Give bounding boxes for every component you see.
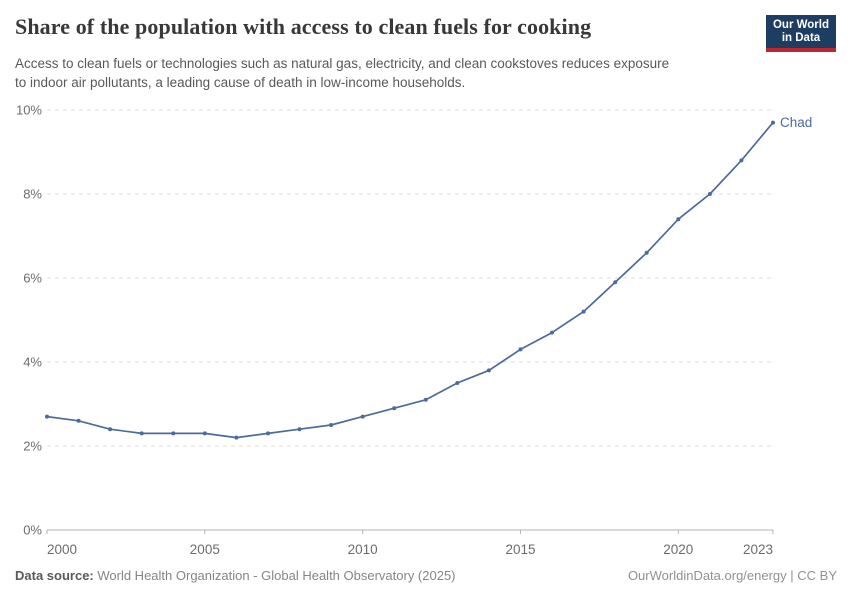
data-point bbox=[644, 250, 649, 255]
subtitle-line: to indoor air pollutants, a leading caus… bbox=[15, 75, 466, 90]
page-title: Share of the population with access to c… bbox=[15, 14, 592, 39]
data-line bbox=[46, 121, 774, 439]
data-point bbox=[423, 397, 428, 402]
data-point bbox=[739, 158, 744, 163]
data-source-note: Data source: World Health Organization -… bbox=[15, 568, 456, 583]
data-point bbox=[455, 381, 460, 385]
data-point bbox=[45, 414, 49, 419]
y-tick-label: 2% bbox=[23, 439, 42, 454]
data-point bbox=[392, 406, 397, 411]
credit-note: OurWorldinData.org/energy | CC BY bbox=[627, 568, 837, 583]
data-point bbox=[771, 120, 775, 125]
x-tick-label: 2015 bbox=[505, 542, 535, 557]
chart-subtitle: Access to clean fuels or technologies su… bbox=[15, 54, 755, 92]
data-point bbox=[486, 368, 491, 373]
data-point bbox=[266, 431, 270, 436]
y-tick-label: 10% bbox=[16, 103, 42, 118]
y-tick-label: 8% bbox=[23, 187, 42, 202]
x-tick-label: 2020 bbox=[663, 542, 693, 557]
data-point bbox=[329, 423, 334, 427]
data-point bbox=[707, 192, 712, 196]
x-tick-label: 2000 bbox=[47, 542, 77, 557]
logo-text-line2: in Data bbox=[781, 32, 821, 44]
x-tick-label: 2005 bbox=[190, 542, 220, 557]
subtitle-line: Access to clean fuels or technologies su… bbox=[15, 56, 670, 71]
data-source-label: Data source: bbox=[15, 568, 94, 583]
data-point bbox=[202, 431, 207, 436]
data-point bbox=[360, 414, 365, 419]
y-tick-label: 0% bbox=[23, 523, 42, 538]
x-tick-label: 2010 bbox=[348, 542, 378, 557]
data-point bbox=[518, 347, 523, 352]
data-point bbox=[613, 280, 618, 285]
y-tick-label: 6% bbox=[23, 271, 42, 286]
data-point bbox=[108, 427, 113, 432]
data-point bbox=[171, 431, 176, 436]
data-point bbox=[581, 309, 586, 314]
logo-text-line1: Our World bbox=[772, 19, 829, 31]
data-source-text: World Health Organization - Global Healt… bbox=[93, 568, 456, 583]
data-point bbox=[76, 418, 81, 423]
chart-footer: Data source: World Health Organization -… bbox=[15, 568, 837, 583]
series-label: Chad bbox=[780, 115, 812, 130]
owid-logo: Our World in Data bbox=[766, 15, 836, 52]
x-tick-label: 2023 bbox=[743, 542, 773, 557]
data-point bbox=[676, 217, 681, 222]
data-point bbox=[550, 330, 554, 335]
data-point bbox=[139, 431, 144, 436]
data-point bbox=[234, 435, 239, 440]
y-tick-label: 4% bbox=[23, 355, 42, 370]
data-point bbox=[297, 427, 302, 432]
